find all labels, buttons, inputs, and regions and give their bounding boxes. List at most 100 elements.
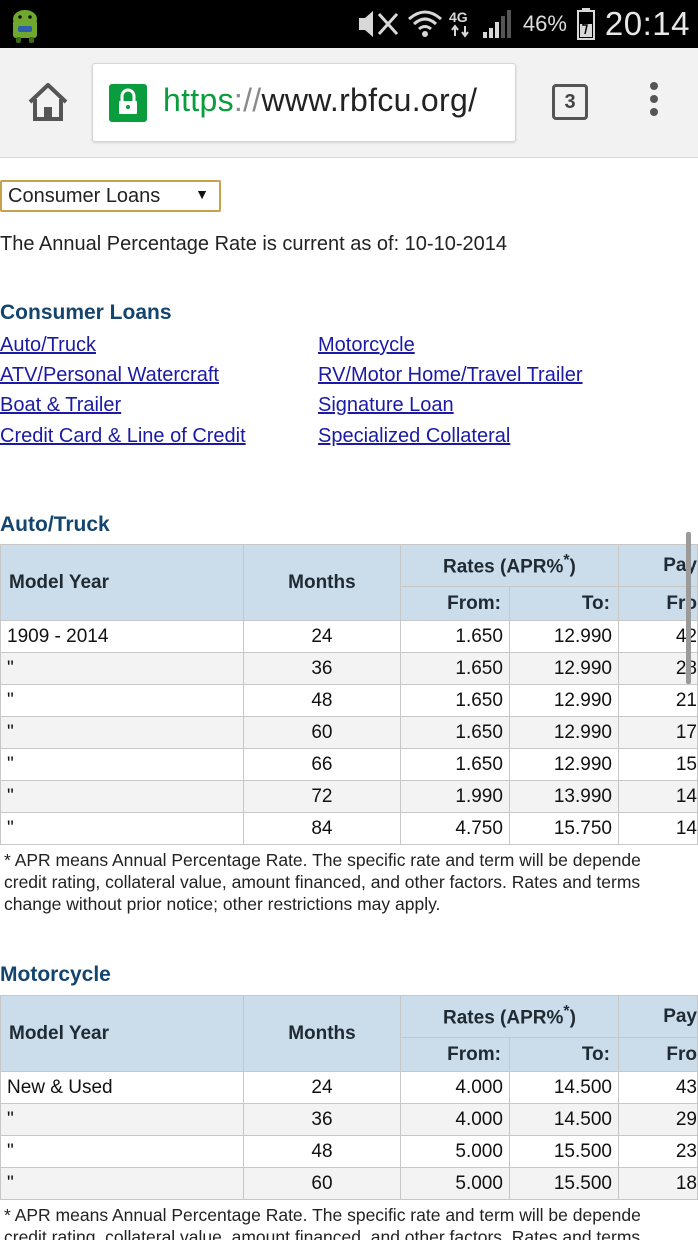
cell-rate-to: 15.500: [508, 1135, 619, 1168]
page-scrollbar[interactable]: [686, 532, 691, 684]
link-credit-card[interactable]: Credit Card & Line of Credit: [0, 425, 246, 447]
cell-model-year: 1909 - 2014: [0, 620, 244, 653]
mute-icon: [358, 11, 398, 37]
cell-rate-to: 15.500: [508, 1167, 619, 1200]
tabs-icon[interactable]: 3: [552, 84, 588, 120]
cell-model-year: New & Used: [0, 1071, 244, 1104]
link-rv-motor-home[interactable]: RV/Motor Home/Travel Trailer: [318, 364, 583, 386]
table-row: " 60 1.650 12.990 17: [0, 716, 698, 749]
table-row: " 72 1.990 13.990 14: [0, 780, 698, 813]
table-row: " 48 1.650 12.990 21: [0, 684, 698, 717]
cell-rate-from: 1.650: [399, 620, 510, 653]
header-from: From:: [399, 586, 510, 621]
link-atv-watercraft[interactable]: ATV/Personal Watercraft: [0, 364, 219, 386]
cell-payment: 14: [617, 780, 698, 813]
clock: 20:14: [604, 5, 690, 42]
cell-months: 24: [242, 1071, 401, 1104]
motorcycle-rate-table: Model Year Months Rates (APR%*) Pay From…: [0, 995, 698, 1200]
cell-model-year: ": [0, 684, 244, 717]
cell-rate-from: 1.650: [399, 716, 510, 749]
battery-icon: [576, 8, 595, 40]
url-protocol: https: [163, 82, 234, 118]
battery-percent: 46%: [522, 11, 567, 36]
header-months: Months: [242, 995, 401, 1072]
auto-truck-heading: Auto/Truck: [0, 513, 110, 536]
cell-rate-to: 13.990: [508, 780, 619, 813]
table-row: " 66 1.650 12.990 15: [0, 748, 698, 781]
address-bar[interactable]: https://www.rbfcu.org/: [92, 63, 516, 142]
cell-payment: 18: [617, 1167, 698, 1200]
page-content: Consumer Loans ▼ The Annual Percentage R…: [0, 160, 698, 1240]
cell-rate-from: 1.650: [399, 652, 510, 685]
overflow-menu-icon[interactable]: [644, 82, 664, 124]
cell-rate-to: 14.500: [508, 1071, 619, 1104]
link-signature-loan[interactable]: Signature Loan: [318, 394, 454, 416]
table-row: " 84 4.750 15.750 14: [0, 812, 698, 845]
cell-rate-from: 5.000: [399, 1135, 510, 1168]
cell-months: 48: [242, 1135, 401, 1168]
link-specialized-collateral[interactable]: Specialized Collateral: [318, 425, 511, 447]
header-model-year: Model Year: [0, 995, 244, 1072]
cell-months: 24: [242, 620, 401, 653]
auto-truck-rate-table: Model Year Months Rates (APR%*) Pay From…: [0, 544, 698, 845]
cell-model-year: ": [0, 1135, 244, 1168]
auto-truck-footnote: * APR means Annual Percentage Rate. The …: [4, 850, 641, 914]
url-text[interactable]: https://www.rbfcu.org/: [163, 82, 477, 119]
table-row: New & Used 24 4.000 14.500 43: [0, 1071, 698, 1104]
cell-payment: 23: [617, 1135, 698, 1168]
table-row: " 48 5.000 15.500 23: [0, 1135, 698, 1168]
dropdown-value: Consumer Loans: [8, 185, 161, 207]
cell-rate-to: 12.990: [508, 748, 619, 781]
browser-toolbar: https://www.rbfcu.org/ 3: [0, 48, 698, 158]
header-from: From:: [399, 1037, 510, 1072]
header-payment-from: Fro: [617, 1037, 698, 1072]
cell-months: 66: [242, 748, 401, 781]
cell-months: 72: [242, 780, 401, 813]
cell-rate-from: 1.650: [399, 748, 510, 781]
cell-rate-to: 12.990: [508, 684, 619, 717]
cell-payment: 15: [617, 748, 698, 781]
cell-rate-to: 12.990: [508, 620, 619, 653]
header-payment: Pay: [617, 544, 698, 587]
cell-rate-to: 12.990: [508, 652, 619, 685]
cell-rate-from: 4.000: [399, 1103, 510, 1136]
loan-type-dropdown[interactable]: Consumer Loans ▼: [0, 180, 221, 212]
wifi-icon: [407, 10, 442, 37]
link-boat-trailer[interactable]: Boat & Trailer: [0, 394, 122, 416]
table-row: " 36 4.000 14.500 29: [0, 1103, 698, 1136]
motorcycle-footnote: * APR means Annual Percentage Rate. The …: [4, 1205, 641, 1240]
url-host: www.rbfcu.org/: [261, 82, 478, 118]
apr-as-of-text: The Annual Percentage Rate is current as…: [0, 233, 507, 255]
cell-model-year: ": [0, 1103, 244, 1136]
cell-rate-from: 4.000: [399, 1071, 510, 1104]
cell-months: 84: [242, 812, 401, 845]
cell-rate-from: 4.750: [399, 812, 510, 845]
url-slashes: ://: [233, 82, 262, 118]
cell-payment: 17: [617, 716, 698, 749]
header-to: To:: [508, 1037, 619, 1072]
cell-rate-from: 1.650: [399, 684, 510, 717]
motorcycle-heading: Motorcycle: [0, 963, 111, 986]
link-auto-truck[interactable]: Auto/Truck: [0, 334, 96, 356]
cell-model-year: ": [0, 1167, 244, 1200]
header-payment: Pay: [617, 995, 698, 1038]
cell-months: 60: [242, 716, 401, 749]
cell-payment: 21: [617, 684, 698, 717]
cell-payment: 43: [617, 1071, 698, 1104]
home-icon[interactable]: [26, 80, 70, 124]
cell-model-year: ": [0, 780, 244, 813]
link-motorcycle[interactable]: Motorcycle: [318, 334, 415, 356]
cell-model-year: ": [0, 652, 244, 685]
signal-icon: 4G: [449, 9, 511, 38]
header-months: Months: [242, 544, 401, 621]
cell-model-year: ": [0, 716, 244, 749]
cell-rate-to: 15.750: [508, 812, 619, 845]
cell-months: 60: [242, 1167, 401, 1200]
lock-icon: [109, 84, 147, 122]
dropdown-arrow-icon: ▼: [195, 186, 209, 202]
network-type-label: 4G: [449, 9, 468, 25]
header-rates: Rates (APR%*): [399, 995, 619, 1038]
android-icon: [13, 10, 37, 43]
